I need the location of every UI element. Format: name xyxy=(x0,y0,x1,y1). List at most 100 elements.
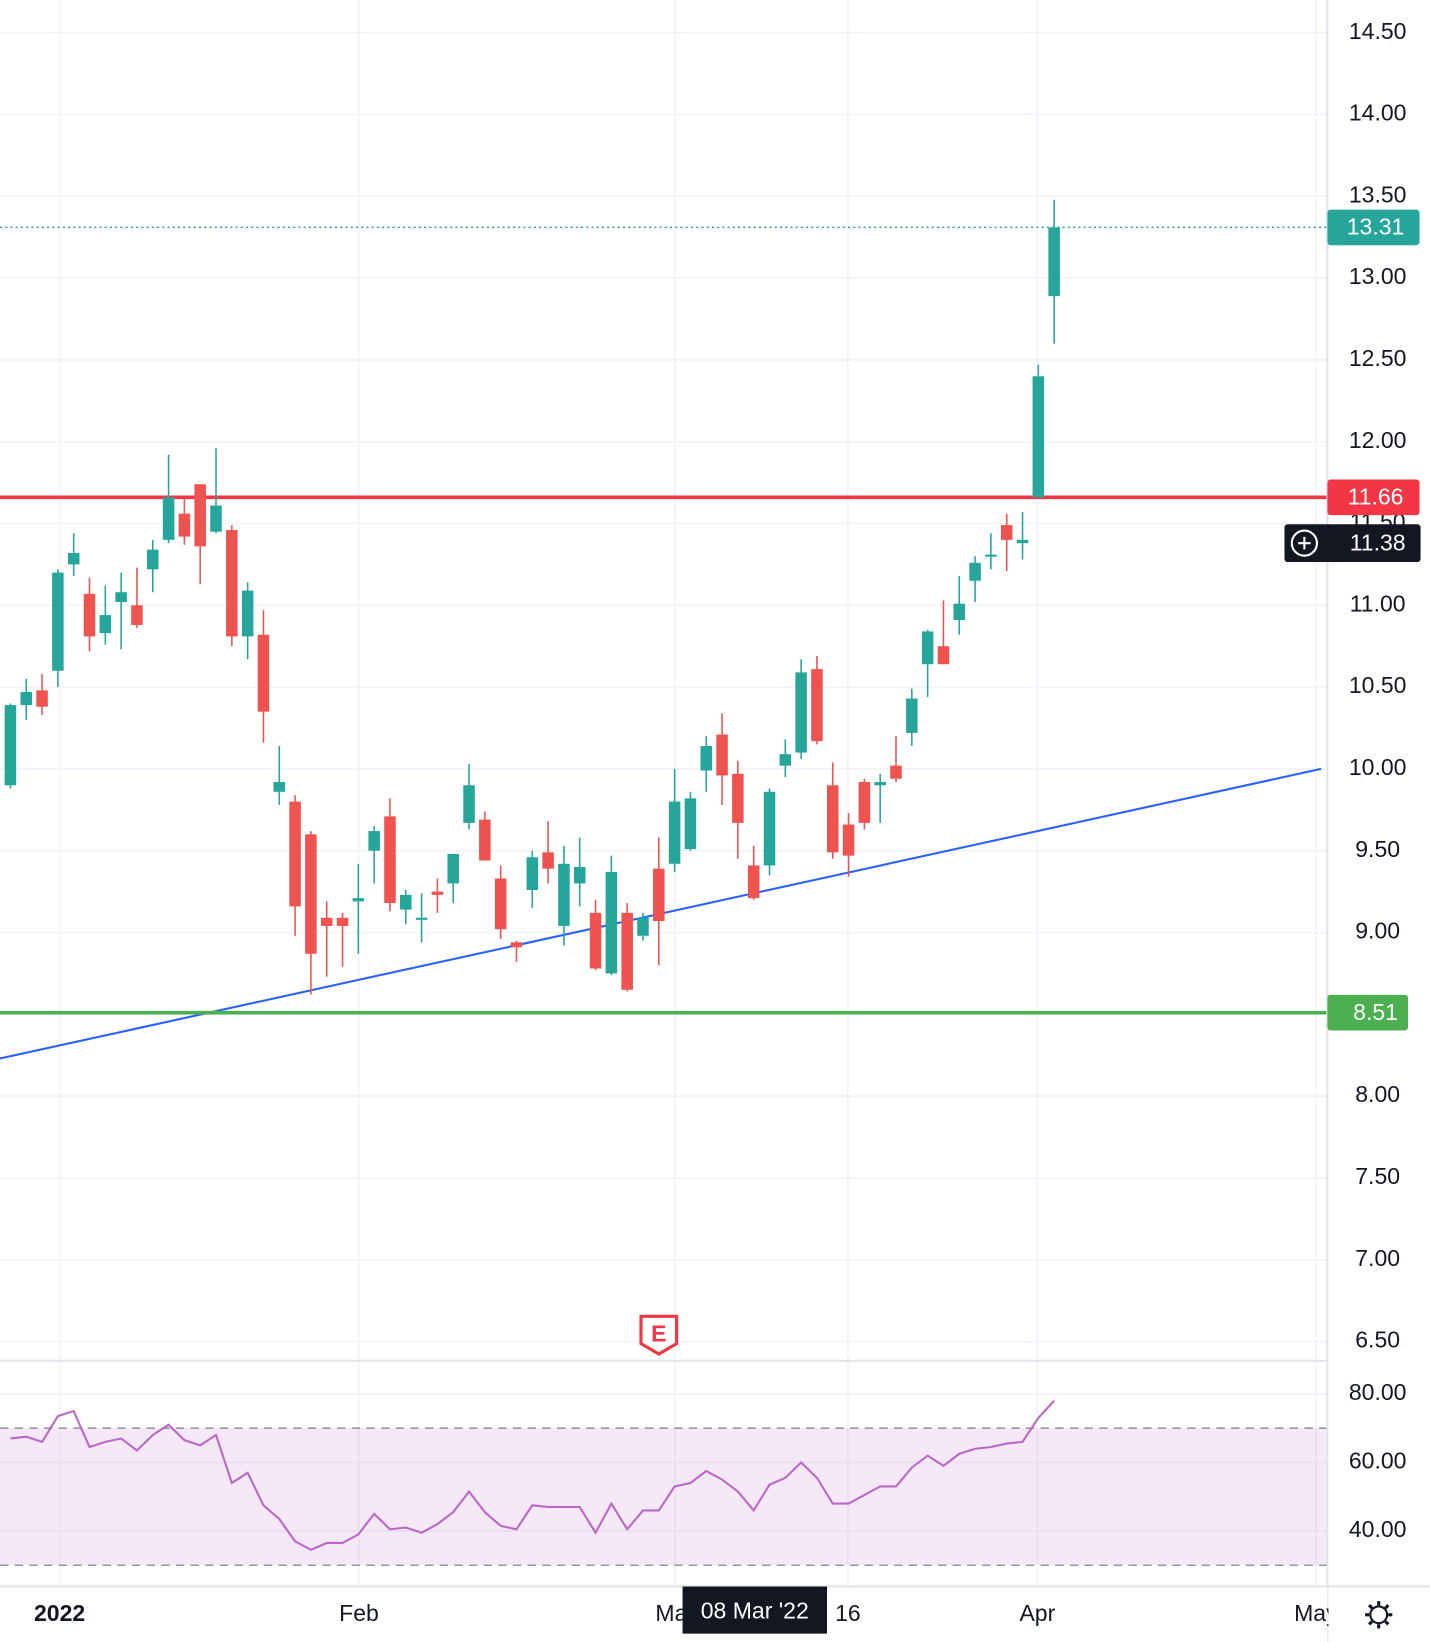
candle-body xyxy=(1032,376,1045,498)
candle-body xyxy=(621,912,633,990)
candle-body xyxy=(447,853,459,884)
candle-body xyxy=(210,505,222,532)
candle-body xyxy=(273,781,286,792)
candle-body xyxy=(115,592,127,603)
settings-icon xyxy=(1384,1620,1390,1626)
candle-body xyxy=(1048,227,1060,297)
candle-body xyxy=(874,781,886,786)
candle-body xyxy=(842,824,855,856)
candle-body xyxy=(732,773,744,823)
candle-body xyxy=(510,942,523,948)
candle-body xyxy=(763,791,776,866)
y-tick-label: 12.50 xyxy=(1349,345,1407,371)
line-price-label: 11.66 xyxy=(1348,483,1404,509)
candle-body xyxy=(921,631,934,665)
candle-body xyxy=(131,605,143,625)
settings-button[interactable] xyxy=(1365,1601,1393,1629)
candle-body xyxy=(906,698,918,733)
candle-body xyxy=(352,898,365,902)
earnings-label: E xyxy=(651,1320,666,1346)
candle-body xyxy=(320,917,333,926)
y-tick-label: 13.50 xyxy=(1349,181,1407,207)
candle-body xyxy=(795,672,807,753)
candle-body xyxy=(826,785,839,853)
candle-body xyxy=(305,834,317,954)
candle-body xyxy=(67,552,80,565)
candle-body xyxy=(400,894,412,910)
y-tick-label: 14.00 xyxy=(1349,100,1407,126)
candle-body xyxy=(147,549,159,570)
x-tick-label: 2022 xyxy=(34,1600,85,1626)
crosshair-date-box xyxy=(682,1586,828,1634)
candle-body xyxy=(384,816,396,904)
y-tick-label: 10.50 xyxy=(1349,672,1407,698)
candle-body xyxy=(589,912,602,969)
candle-body xyxy=(985,554,997,557)
rsi-tick-label: 40.00 xyxy=(1349,1516,1407,1542)
x-tick-label: Feb xyxy=(339,1600,379,1626)
plus-icon xyxy=(1298,536,1311,550)
candle-body xyxy=(684,798,697,850)
candle-body xyxy=(289,801,301,907)
candle-body xyxy=(36,690,48,707)
rsi-line xyxy=(10,1400,1055,1551)
candle-body xyxy=(526,857,539,890)
candle-body xyxy=(479,819,491,861)
candle-body xyxy=(52,572,64,671)
candle-body xyxy=(573,867,586,884)
y-tick-label: 9.50 xyxy=(1355,836,1400,862)
y-tick-label: 9.00 xyxy=(1355,918,1400,944)
candle-body xyxy=(99,615,112,634)
candle-body xyxy=(241,590,254,637)
candle-body xyxy=(1016,539,1029,544)
candle-body xyxy=(463,785,475,823)
line-price-label: 8.51 xyxy=(1353,999,1398,1025)
candle-body xyxy=(178,513,191,537)
candle-body xyxy=(890,765,902,779)
axis-corner xyxy=(1328,1587,1430,1642)
candle-body xyxy=(605,871,618,974)
candle-body xyxy=(431,891,444,895)
candle-body xyxy=(226,530,238,637)
candle-body xyxy=(83,593,96,637)
candle-body xyxy=(162,497,175,540)
y-tick-label: 10.00 xyxy=(1349,754,1407,780)
crosshair-add-button[interactable] xyxy=(1290,529,1318,557)
candle-body xyxy=(20,692,33,706)
candle-body xyxy=(779,754,792,766)
candle-body xyxy=(653,868,665,922)
candle-body xyxy=(336,917,349,926)
candle-body xyxy=(257,634,270,712)
y-tick-label: 7.00 xyxy=(1355,1245,1400,1271)
y-tick-label: 8.00 xyxy=(1355,1081,1400,1107)
candle-body xyxy=(668,801,681,864)
settings-icon xyxy=(1367,1604,1374,1610)
last-price-label-box xyxy=(1327,209,1420,246)
candle-body xyxy=(542,852,554,869)
last-price-label: 13.31 xyxy=(1347,214,1405,240)
candle-body xyxy=(747,865,760,899)
line-price-label-box xyxy=(1327,994,1409,1031)
earnings-marker xyxy=(639,1314,679,1356)
candle-body xyxy=(811,669,823,742)
settings-icon xyxy=(1367,1620,1374,1626)
plus-icon xyxy=(1290,529,1318,557)
crosshair-date: 08 Mar '22 xyxy=(701,1598,809,1624)
line-price-label-box xyxy=(1327,479,1420,516)
candle-body xyxy=(637,917,649,936)
crosshair-price-box xyxy=(1284,524,1421,562)
candle-body xyxy=(1000,525,1013,540)
candle-body xyxy=(716,734,728,776)
x-tick-label: Apr xyxy=(1019,1600,1055,1626)
candle-body xyxy=(700,746,713,771)
y-tick-label: 14.50 xyxy=(1349,18,1407,44)
y-tick-label: 7.50 xyxy=(1355,1163,1400,1189)
time-axis xyxy=(0,1586,1328,1642)
candle-body xyxy=(858,781,871,823)
candle-body xyxy=(415,917,428,920)
candle-body xyxy=(494,878,507,930)
y-tick-label: 12.00 xyxy=(1349,427,1407,453)
candle-body xyxy=(969,562,981,581)
